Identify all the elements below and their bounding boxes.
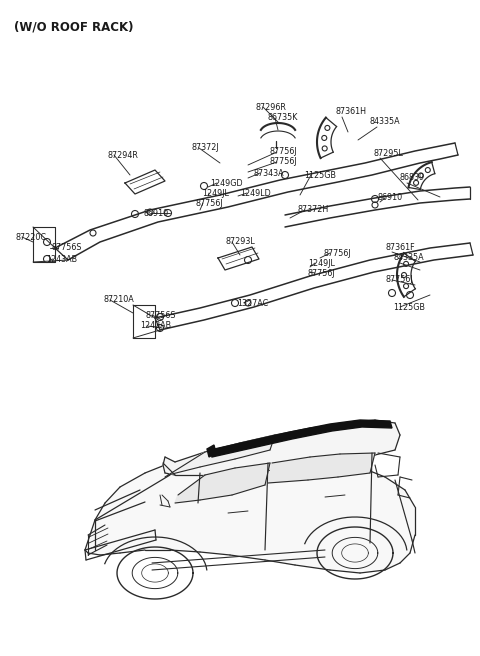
Text: 86910: 86910	[143, 209, 168, 218]
Text: 1125GB: 1125GB	[393, 302, 425, 312]
Text: 1243AB: 1243AB	[46, 255, 77, 264]
Text: 87343A: 87343A	[253, 169, 284, 178]
Text: 87295L: 87295L	[373, 148, 403, 157]
Text: 1249JL: 1249JL	[202, 188, 229, 197]
Text: 87756J: 87756J	[270, 148, 298, 157]
Text: 1125GB: 1125GB	[304, 171, 336, 180]
Text: (W/O ROOF RACK): (W/O ROOF RACK)	[14, 20, 133, 33]
Text: 1327AC: 1327AC	[237, 298, 268, 308]
Text: 86735K: 86735K	[268, 113, 299, 123]
Text: 86910: 86910	[378, 194, 403, 203]
Text: 1249JL: 1249JL	[308, 258, 335, 268]
Text: 87756J: 87756J	[308, 268, 336, 277]
Text: 87756J: 87756J	[196, 199, 224, 207]
Polygon shape	[207, 445, 216, 457]
Polygon shape	[268, 453, 375, 483]
Text: 84335A: 84335A	[393, 253, 424, 262]
Text: 87296R: 87296R	[255, 102, 286, 112]
Text: 87756J: 87756J	[323, 249, 350, 258]
Polygon shape	[85, 453, 415, 573]
Text: 87220C: 87220C	[15, 232, 46, 241]
Text: 87361F: 87361F	[385, 243, 415, 251]
Text: 87294R: 87294R	[107, 150, 138, 159]
Text: 87293L: 87293L	[225, 237, 255, 247]
Text: 1243AB: 1243AB	[140, 321, 171, 331]
Polygon shape	[175, 463, 270, 503]
Text: 1249GD: 1249GD	[210, 178, 242, 188]
Text: 87756J: 87756J	[270, 157, 298, 167]
Polygon shape	[165, 435, 275, 477]
Text: 1249LD: 1249LD	[240, 188, 271, 197]
Polygon shape	[163, 420, 400, 475]
Text: 87756J: 87756J	[385, 276, 413, 285]
Text: 87372J: 87372J	[192, 144, 220, 152]
Text: 86839: 86839	[400, 173, 425, 182]
Polygon shape	[210, 420, 392, 457]
Text: 87756S: 87756S	[145, 310, 176, 319]
Text: 84335A: 84335A	[370, 117, 401, 127]
Text: 87361H: 87361H	[335, 108, 366, 117]
Text: 87210A: 87210A	[103, 295, 134, 304]
Text: 87372H: 87372H	[298, 205, 329, 215]
Text: 87756S: 87756S	[51, 243, 82, 253]
